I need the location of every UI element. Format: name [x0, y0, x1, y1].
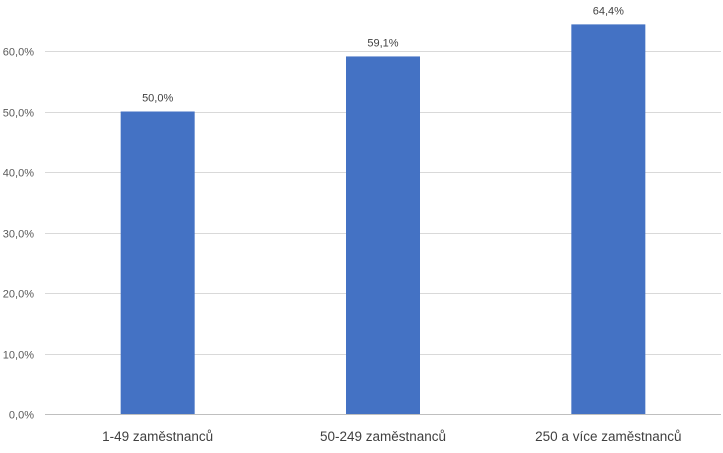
bar: [346, 56, 420, 414]
category-label: 1-49 zaměstnanců: [102, 429, 213, 444]
bar: [571, 24, 646, 414]
data-label: 50,0%: [142, 93, 173, 105]
category-label: 250 a více zaměstnanců: [535, 429, 681, 444]
y-tick-label: 0,0%: [9, 410, 34, 422]
data-label: 64,4%: [593, 5, 624, 17]
x-axis-category-labels: 1-49 zaměstnanců 50-249 zaměstnanců 250 a …: [102, 429, 681, 444]
y-tick-label: 50,0%: [3, 108, 34, 120]
y-tick-label: 10,0%: [3, 350, 34, 362]
data-labels: 50,0% 59,1% 64,4%: [142, 5, 624, 104]
data-label: 59,1%: [367, 37, 398, 49]
y-tick-label: 20,0%: [3, 289, 34, 301]
category-label: 50-249 zaměstnanců: [320, 429, 446, 444]
bars: [120, 24, 646, 414]
y-axis-tick-labels: 0,0% 10,0% 20,0% 30,0% 40,0% 50,0% 60,0%: [3, 47, 34, 422]
y-tick-label: 30,0%: [3, 229, 34, 241]
y-tick-label: 60,0%: [3, 47, 34, 59]
bar: [120, 111, 195, 414]
y-tick-label: 40,0%: [3, 168, 34, 180]
